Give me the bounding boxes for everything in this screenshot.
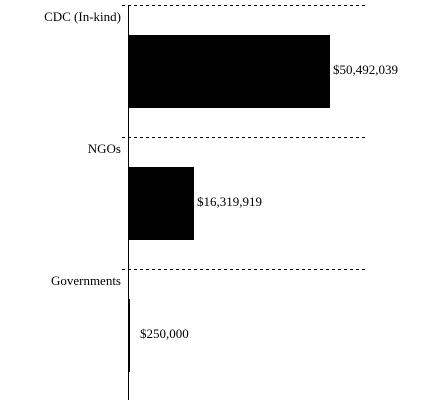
value-label: $16,319,919 [197, 194, 262, 209]
category-label: Governments [51, 273, 121, 288]
category-label: CDC (In-kind) [44, 9, 121, 24]
bar [129, 167, 194, 240]
category-label: NGOs [88, 141, 121, 156]
value-label: $50,492,039 [333, 62, 398, 77]
value-label: $250,000 [140, 326, 189, 341]
bar [129, 35, 330, 108]
bar [129, 299, 130, 372]
